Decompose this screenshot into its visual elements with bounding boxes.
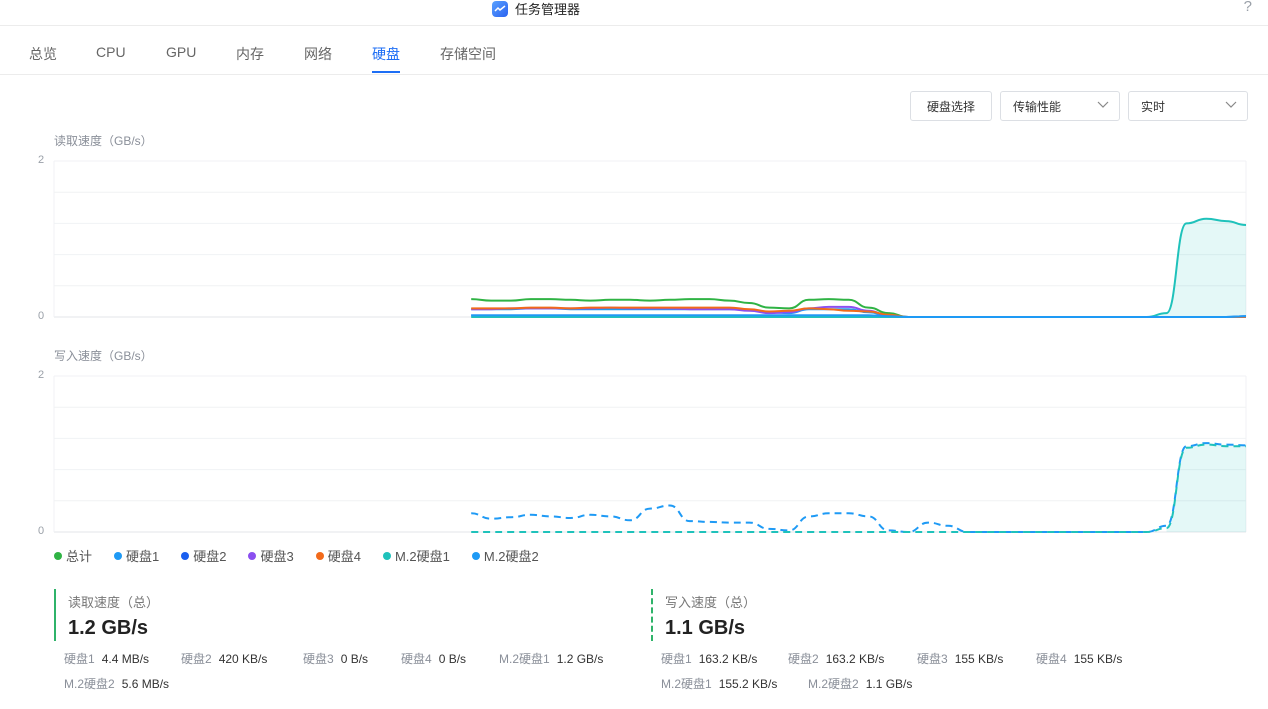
legend-item-m2-disk1[interactable]: M.2硬盘1 — [382, 546, 450, 565]
legend-label: 硬盘1 — [126, 549, 160, 564]
write-detail-disk2: 硬盘2 163.2 KB/s — [788, 652, 885, 666]
read-detail-disk2: 硬盘2 420 KB/s — [181, 652, 268, 666]
tab-storage[interactable]: 存储空间 — [440, 46, 496, 62]
range-select[interactable]: 实时 — [1128, 91, 1248, 121]
tab-disk[interactable]: 硬盘 — [372, 46, 400, 62]
write-detail-disk3: 硬盘3 155 KB/s — [917, 652, 1004, 666]
legend-dot — [181, 551, 190, 560]
legend-label: 硬盘4 — [327, 549, 361, 564]
legend-item-total[interactable]: 总计 — [54, 546, 92, 565]
legend-dot — [54, 551, 62, 560]
legend-dot — [248, 551, 257, 560]
app-title: 任务管理器 — [492, 0, 580, 18]
legend-item-disk3[interactable]: 硬盘3 — [248, 546, 294, 565]
legend-label: M.2硬盘2 — [483, 549, 539, 564]
read-chart-ymax: 2 — [38, 154, 45, 166]
tab-memory[interactable]: 内存 — [236, 46, 264, 62]
chevron-down-icon — [1097, 101, 1109, 108]
title-bar: 任务管理器 ? — [0, 0, 1268, 26]
write-detail-m2-disk2: M.2硬盘2 1.1 GB/s — [808, 677, 913, 691]
metric-select-value: 传输性能 — [1013, 99, 1062, 114]
metric-select[interactable]: 传输性能 — [1000, 91, 1120, 121]
write-detail-disk1: 硬盘1 163.2 KB/s — [661, 652, 758, 666]
legend-label: 硬盘3 — [260, 549, 294, 564]
legend-item-disk1[interactable]: 硬盘1 — [114, 546, 159, 565]
write-chart-ylabel: 写入速度（GB/s） — [54, 349, 153, 363]
write-chart-series-line — [471, 443, 1246, 533]
read-chart-ylabel: 读取速度（GB/s） — [54, 134, 153, 148]
read-detail-disk1: 硬盘1 4.4 MB/s — [64, 652, 150, 666]
read-detail-m2-disk1: M.2硬盘1 1.2 GB/s — [499, 652, 604, 666]
read-detail-m2-disk2: M.2硬盘2 5.6 MB/s — [64, 677, 170, 691]
chart-legend: 总计 硬盘1 硬盘2 硬盘3 硬盘4 M.2硬盘1 M.2硬盘2 — [54, 546, 561, 565]
write-chart-ymin: 0 — [38, 525, 45, 537]
write-summary-value: 1.1 GB/s — [665, 617, 746, 639]
write-detail-disk4: 硬盘4 155 KB/s — [1036, 652, 1123, 666]
read-summary-value: 1.2 GB/s — [68, 617, 149, 639]
read-chart-series-line — [471, 314, 1247, 318]
legend-item-m2-disk2[interactable]: M.2硬盘2 — [471, 546, 539, 565]
read-summary-label: 读取速度（总） — [68, 595, 160, 610]
chevron-down-icon — [1225, 101, 1237, 108]
write-chart-series-line — [471, 442, 1247, 534]
legend-dot — [382, 551, 391, 560]
legend-item-disk2[interactable]: 硬盘2 — [181, 546, 226, 565]
app-title-text: 任务管理器 — [515, 2, 581, 17]
range-select-value: 实时 — [1141, 99, 1166, 114]
write-chart-ymax: 2 — [38, 369, 45, 381]
read-summary: 读取速度（总） 1.2 GB/s — [54, 589, 159, 641]
legend-dot — [114, 551, 123, 560]
legend-item-disk4[interactable]: 硬盘4 — [315, 546, 361, 565]
legend-dot — [315, 551, 324, 560]
legend-label: M.2硬盘1 — [394, 549, 450, 564]
write-detail-m2-disk1: M.2硬盘1 155.2 KB/s — [661, 677, 778, 691]
help-icon[interactable]: ? — [1243, 0, 1252, 15]
write-summary-label: 写入速度（总） — [665, 595, 757, 610]
tab-gpu[interactable]: GPU — [166, 44, 197, 60]
tab-overview[interactable]: 总览 — [29, 46, 57, 62]
tab-bar: 总览 CPU GPU 内存 网络 硬盘 存储空间 — [0, 26, 1268, 75]
write-chart-area-peak — [1166, 443, 1246, 532]
active-tab-indicator — [372, 71, 400, 73]
disk-select-button[interactable]: 硬盘选择 — [910, 91, 992, 121]
read-chart-ymin: 0 — [38, 310, 45, 322]
legend-dot — [471, 551, 480, 560]
legend-label: 硬盘2 — [193, 549, 227, 564]
tab-cpu[interactable]: CPU — [96, 44, 126, 60]
tab-network[interactable]: 网络 — [304, 46, 332, 62]
legend-label: 总计 — [66, 549, 93, 564]
task-manager-icon — [492, 0, 508, 17]
read-detail-disk3: 硬盘3 0 B/s — [303, 652, 369, 666]
write-summary: 写入速度（总） 1.1 GB/s — [651, 589, 756, 641]
read-detail-disk4: 硬盘4 0 B/s — [401, 652, 467, 666]
disk-select-label: 硬盘选择 — [926, 99, 975, 114]
